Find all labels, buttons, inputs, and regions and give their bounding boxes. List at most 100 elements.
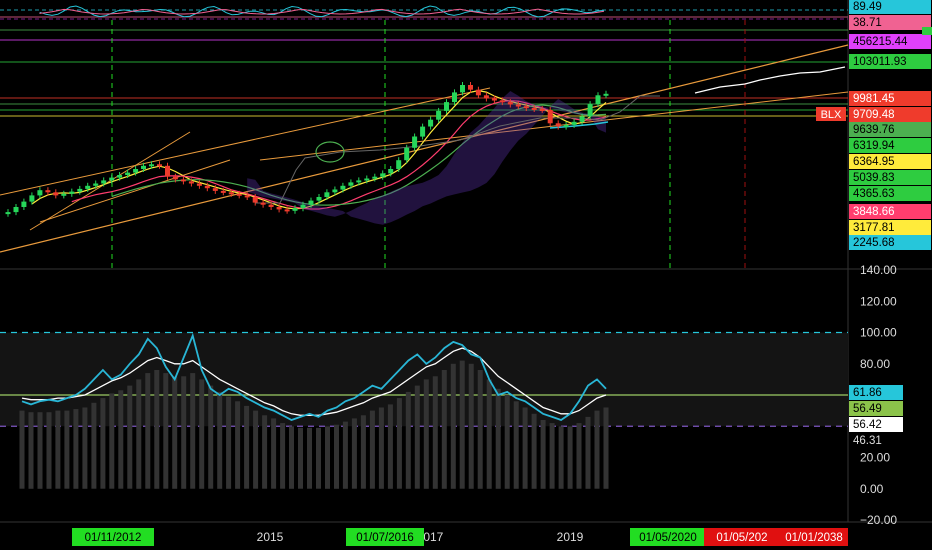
histogram-bar xyxy=(441,370,447,489)
price-tag-label: 38.71 xyxy=(853,17,882,29)
histogram-bar xyxy=(82,407,88,489)
candle-body xyxy=(77,188,83,192)
green-edge-marker xyxy=(922,27,932,35)
candle-body xyxy=(499,100,505,103)
candle-body xyxy=(444,102,449,111)
price-tag-bg xyxy=(849,122,931,137)
histogram-bar xyxy=(334,424,339,489)
histogram-bar xyxy=(109,393,115,489)
histogram-bar xyxy=(414,385,420,489)
price-tag-bg xyxy=(849,91,931,106)
highlight-circle xyxy=(315,141,345,163)
candle-body xyxy=(507,102,513,105)
time-tick-label: 2015 xyxy=(257,530,284,544)
histogram-bar xyxy=(567,426,573,489)
candle-body xyxy=(332,189,338,193)
candle-body xyxy=(308,200,314,205)
price-tag-label: 9981.45 xyxy=(853,93,895,105)
histogram-bar xyxy=(253,410,259,489)
histogram-bar xyxy=(405,391,411,489)
osc-value-tag-bg xyxy=(849,385,903,400)
date-marker-tag-bg xyxy=(72,528,154,546)
osc-value-tag-label: 56.42 xyxy=(853,419,882,431)
candle-body xyxy=(428,119,434,127)
histogram-bar xyxy=(432,376,438,489)
histogram-bar xyxy=(307,427,312,489)
candle-body xyxy=(324,192,330,197)
histogram-bar xyxy=(262,415,268,489)
candle-body xyxy=(37,190,43,196)
cloud-area xyxy=(247,91,606,225)
candle-body xyxy=(396,160,402,169)
candle-body xyxy=(539,109,545,111)
histogram-bar xyxy=(154,370,160,489)
histogram-bar xyxy=(351,418,357,489)
stoch-line-k xyxy=(39,5,605,18)
osc-tick-label: 80.00 xyxy=(860,357,890,371)
price-tag-bg xyxy=(849,220,931,235)
price-tag-label: 3177.81 xyxy=(853,222,895,234)
price-tag-bg xyxy=(849,54,931,69)
candle-body xyxy=(571,121,577,125)
price-tag-bg xyxy=(849,34,931,49)
price-axis: 89.49 38.71 456215.44 103011.93 9981.45 BLX 97… xyxy=(816,0,932,527)
candle-body xyxy=(61,193,67,196)
price-tag-prefix-bg xyxy=(816,107,846,121)
candle-body xyxy=(475,89,481,96)
histogram-bar xyxy=(378,407,384,489)
candle-body xyxy=(165,165,170,177)
histogram-bar xyxy=(208,385,214,489)
candle-body xyxy=(125,172,131,175)
histogram-bar xyxy=(127,385,133,489)
histogram-bar xyxy=(163,373,169,489)
candle-body xyxy=(117,175,123,178)
price-tag-label: 5039.83 xyxy=(853,172,895,184)
osc-tick-label: 0.00 xyxy=(860,482,884,496)
price-tag-bg xyxy=(849,15,931,30)
candle-body xyxy=(260,202,266,205)
histogram-bar xyxy=(585,416,591,489)
histogram-bar xyxy=(477,370,483,489)
oscillator-line xyxy=(21,332,607,421)
date-marker-tag-label: 01/01/2038 xyxy=(785,532,843,544)
histogram-bar xyxy=(423,379,429,489)
candle-body xyxy=(468,85,473,90)
candle-body xyxy=(563,124,569,127)
trendline-wedge-a xyxy=(29,131,191,231)
histogram-bar xyxy=(450,363,456,489)
histogram-bar xyxy=(558,426,564,489)
histogram-bar xyxy=(46,412,52,489)
histogram-bar xyxy=(271,418,277,489)
date-marker-tag-label: 01/05/202 xyxy=(716,532,767,544)
ma-green xyxy=(111,104,607,206)
candle-body xyxy=(236,193,242,196)
histogram-bar xyxy=(28,412,34,489)
candle-body xyxy=(29,195,35,202)
histogram-bar xyxy=(316,427,321,489)
candle-body xyxy=(252,197,258,203)
osc-value-tag-label: 61.86 xyxy=(853,387,882,399)
projection-line xyxy=(694,66,846,94)
osc-value-tag-bg xyxy=(849,433,903,448)
candle-body xyxy=(412,136,418,148)
osc-tick-label: 120.00 xyxy=(860,294,897,308)
candle-body xyxy=(547,109,553,124)
histogram-bar xyxy=(19,410,25,489)
price-tag-bg xyxy=(849,154,931,169)
candle-body xyxy=(587,104,593,117)
date-marker-tag-bg xyxy=(346,528,424,546)
histogram-bar xyxy=(531,413,537,489)
candle-body xyxy=(172,176,178,180)
date-marker-tag-label: 01/11/2012 xyxy=(85,532,142,544)
candle-body xyxy=(436,110,442,120)
price-tag-bg xyxy=(849,186,931,201)
price-tag-bg xyxy=(849,0,931,14)
candle-body xyxy=(595,95,601,105)
histogram-bar xyxy=(387,404,393,489)
histogram-bar xyxy=(226,396,232,489)
candle-body xyxy=(340,185,346,190)
histogram-bar xyxy=(325,426,330,489)
histogram-bar xyxy=(118,390,124,489)
